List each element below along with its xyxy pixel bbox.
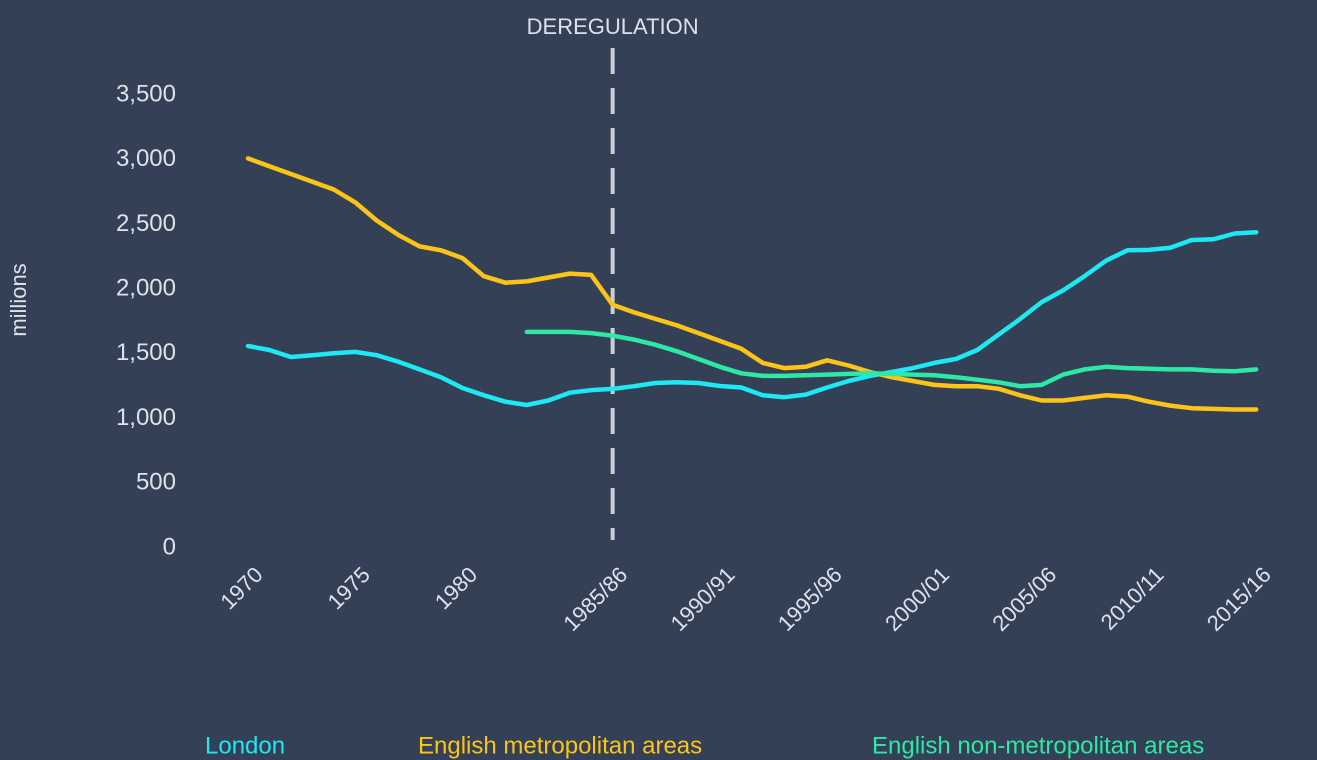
legend-label: English metropolitan areas <box>418 732 702 759</box>
series-line <box>245 156 1259 412</box>
y-axis-label: millions <box>6 263 31 336</box>
y-tick-label: 2,500 <box>116 210 176 237</box>
y-tick-label: 1,500 <box>116 339 176 366</box>
y-tick-label: 3,500 <box>116 80 176 107</box>
series-line <box>524 329 1259 389</box>
y-tick-label: 500 <box>136 469 176 496</box>
series-line <box>245 229 1259 408</box>
legend-label: English non-metropolitan areas <box>872 732 1204 759</box>
y-tick-label: 1,000 <box>116 404 176 431</box>
legend-label: London <box>205 732 285 759</box>
y-tick-label: 0 <box>163 533 176 560</box>
y-tick-label: 3,000 <box>116 145 176 172</box>
y-tick-label: 2,000 <box>116 274 176 301</box>
annotation: DEREGULATION <box>527 14 699 39</box>
